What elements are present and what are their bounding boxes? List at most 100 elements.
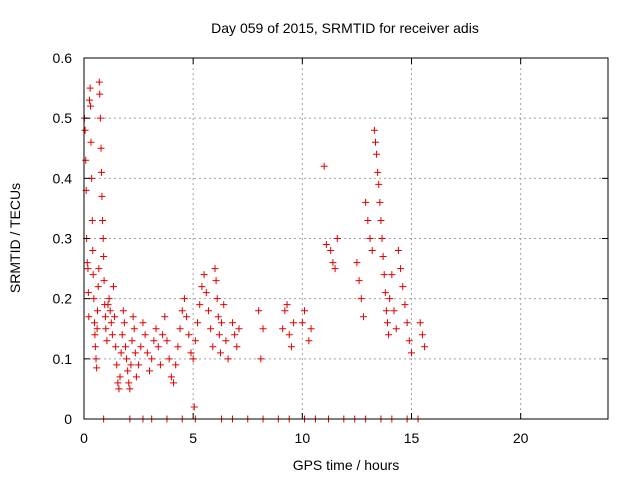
data-point bbox=[257, 355, 265, 363]
data-point bbox=[167, 373, 175, 381]
data-point bbox=[126, 385, 134, 393]
data-point bbox=[331, 265, 339, 273]
data-point bbox=[373, 150, 381, 158]
data-point bbox=[370, 126, 378, 134]
data-point bbox=[121, 343, 129, 351]
data-point bbox=[131, 349, 139, 357]
data-point bbox=[114, 379, 122, 387]
data-point bbox=[224, 355, 232, 363]
data-point bbox=[401, 301, 409, 309]
data-point bbox=[104, 301, 112, 309]
data-point bbox=[87, 138, 95, 146]
data-point bbox=[211, 265, 219, 273]
data-point bbox=[394, 247, 402, 255]
y-tick-label: 0.6 bbox=[53, 50, 73, 66]
data-point bbox=[416, 319, 424, 327]
data-point bbox=[399, 283, 407, 291]
data-point bbox=[89, 271, 97, 279]
chart-title: Day 059 of 2015, SRMTID for receiver adi… bbox=[211, 20, 479, 36]
data-point bbox=[202, 289, 210, 297]
data-point bbox=[376, 198, 384, 206]
data-point bbox=[307, 325, 315, 333]
data-point bbox=[185, 331, 193, 339]
x-tick-label: 5 bbox=[189, 430, 197, 446]
data-point bbox=[94, 307, 102, 315]
data-point bbox=[146, 367, 153, 375]
data-point bbox=[392, 325, 400, 333]
data-point bbox=[137, 343, 145, 351]
data-point bbox=[174, 343, 182, 351]
data-point bbox=[353, 259, 361, 267]
data-point bbox=[148, 355, 156, 363]
data-point bbox=[388, 271, 396, 279]
y-tick-label: 0.5 bbox=[53, 110, 73, 126]
data-point bbox=[129, 313, 137, 321]
data-point bbox=[88, 216, 96, 224]
y-tick-label: 0 bbox=[64, 411, 72, 427]
data-point bbox=[161, 313, 169, 321]
data-point bbox=[108, 331, 116, 339]
data-point bbox=[207, 325, 215, 333]
data-point bbox=[128, 337, 136, 345]
data-point bbox=[418, 331, 426, 339]
data-point bbox=[91, 331, 99, 339]
data-point bbox=[125, 379, 133, 387]
data-point bbox=[374, 168, 382, 176]
y-tick-label: 0.1 bbox=[53, 351, 73, 367]
x-tick-label: 10 bbox=[295, 430, 311, 446]
data-point bbox=[285, 331, 293, 339]
data-point bbox=[235, 325, 243, 333]
data-point bbox=[109, 283, 117, 291]
data-point bbox=[379, 253, 387, 261]
data-point bbox=[124, 367, 132, 375]
data-point bbox=[215, 331, 223, 339]
data-point bbox=[327, 247, 335, 255]
axis-layer: 0 0.1 0.2 0.3 0.4 0.5 0.6 0 5 10 15 20 bbox=[53, 50, 608, 446]
data-point bbox=[371, 138, 379, 146]
data-point bbox=[279, 325, 287, 333]
data-point bbox=[82, 156, 90, 164]
data-point bbox=[283, 301, 291, 309]
data-point bbox=[172, 361, 180, 369]
data-point bbox=[368, 247, 376, 255]
data-point bbox=[90, 319, 98, 327]
data-point bbox=[405, 337, 413, 345]
data-point bbox=[106, 307, 114, 315]
data-point bbox=[101, 313, 109, 321]
data-point bbox=[111, 313, 119, 321]
data-point bbox=[212, 277, 220, 285]
data-point bbox=[329, 259, 337, 267]
data-point bbox=[123, 355, 131, 363]
data-point bbox=[100, 253, 108, 261]
data-point bbox=[86, 84, 94, 92]
data-point bbox=[222, 337, 230, 345]
data-point bbox=[364, 216, 372, 224]
data-point bbox=[287, 343, 295, 351]
data-point bbox=[390, 307, 398, 315]
data-point bbox=[154, 343, 162, 351]
data-point bbox=[103, 337, 111, 345]
data-point bbox=[132, 373, 140, 381]
data-point bbox=[214, 313, 222, 321]
data-point bbox=[298, 319, 306, 327]
data-point bbox=[115, 385, 123, 393]
data-point bbox=[97, 144, 105, 152]
data-point bbox=[87, 102, 95, 110]
data-point bbox=[196, 301, 204, 309]
data-point bbox=[156, 361, 164, 369]
data-point bbox=[381, 289, 389, 297]
data-point bbox=[163, 337, 171, 345]
data-point bbox=[150, 337, 158, 345]
data-point bbox=[152, 325, 160, 333]
data-point bbox=[231, 331, 239, 339]
y-tick-label: 0.2 bbox=[53, 291, 73, 307]
data-point bbox=[130, 325, 138, 333]
data-point bbox=[85, 96, 93, 104]
data-point bbox=[333, 235, 341, 242]
x-axis-label: GPS time / hours bbox=[293, 457, 400, 473]
data-point bbox=[135, 361, 143, 369]
data-point bbox=[305, 337, 313, 345]
data-point bbox=[95, 78, 103, 86]
